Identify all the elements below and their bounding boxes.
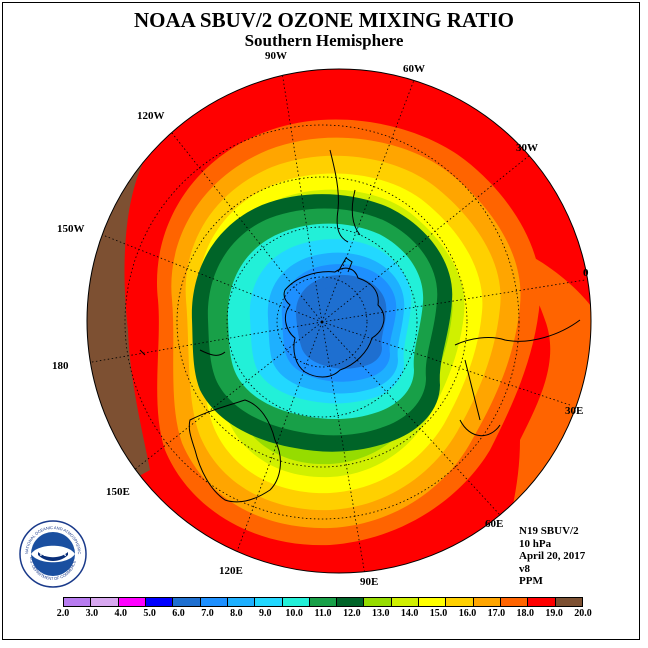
colorbar-tick-label: 14.0 xyxy=(400,608,419,619)
colorbar-swatch xyxy=(337,598,365,606)
lon-label-90e: 90E xyxy=(360,576,379,588)
colorbar-swatch xyxy=(555,598,582,606)
lon-label-30w: 30W xyxy=(516,142,538,154)
colorbar-swatch xyxy=(255,598,283,606)
lon-label-60w: 60W xyxy=(403,63,425,75)
colorbar-tick-label: 17.0 xyxy=(487,608,506,619)
colorbar-tick-label: 2.0 xyxy=(56,608,70,619)
band-19-20-top xyxy=(296,69,345,70)
map-title: NOAA SBUV/2 OZONE MIXING RATIO xyxy=(134,8,514,32)
map-subtitle: Southern Hemisphere xyxy=(244,31,404,50)
noaa-logo: NOAA NATIONAL OCEANIC AND ATMOSPHERIC AD… xyxy=(16,515,88,594)
colorbar-swatch xyxy=(473,598,501,606)
colorbar-tick-label: 4.0 xyxy=(114,608,128,619)
colorbar-tick-label: 7.0 xyxy=(201,608,214,619)
colorbar-swatch xyxy=(200,598,228,606)
colorbar-tick-label: 3.0 xyxy=(85,608,99,619)
units-label: PPM xyxy=(519,575,543,587)
lon-label-90w: 90W xyxy=(265,50,287,62)
colorbar-swatch xyxy=(309,598,338,606)
figure-border xyxy=(2,2,640,640)
lon-label-60e: 60E xyxy=(485,518,504,530)
lon-label-0: 0 xyxy=(583,267,589,279)
colorbar-swatch xyxy=(282,598,310,606)
colorbar-swatch xyxy=(227,598,256,606)
colorbar xyxy=(63,597,583,607)
colorbar-swatch xyxy=(364,598,392,606)
version-label: v8 xyxy=(519,562,530,575)
satellite-label: N19 SBUV/2 xyxy=(519,525,579,537)
coastlines xyxy=(139,149,581,503)
lon-label-30e: 30E xyxy=(565,405,584,417)
colorbar-tick-label: 19.0 xyxy=(545,608,563,619)
info-block: N19 SBUV/2 10 hPa April 20, 2017 v8 PPM xyxy=(519,525,585,588)
lon-label-150w: 150W xyxy=(57,223,85,235)
colorbar-tick-label: 18.0 xyxy=(516,608,534,619)
noaa-logo-text: NOAA xyxy=(40,548,67,558)
map-boundary-circle xyxy=(86,68,592,574)
lon-label-120e: 120E xyxy=(219,565,243,577)
colorbar-tick-label: 15.0 xyxy=(429,608,448,619)
meridian-lines xyxy=(87,69,586,573)
noaa-seal-icon: NOAA NATIONAL OCEANIC AND ATMOSPHERIC AD… xyxy=(16,515,87,588)
colorbar-tick-label: 8.0 xyxy=(230,608,243,619)
colorbar-tick-label: 12.0 xyxy=(343,608,361,619)
colorbar-swatch xyxy=(173,598,201,606)
colorbar-tick-label: 6.0 xyxy=(172,608,185,619)
lon-label-180: 180 xyxy=(52,360,69,372)
colorbar-swatch xyxy=(528,598,556,606)
lon-label-150e: 150E xyxy=(106,486,130,498)
band-core xyxy=(308,286,375,356)
pressure-level: 10 hPa xyxy=(519,537,552,550)
colorbar-swatch xyxy=(145,598,174,606)
colorbar-tick-label: 20.0 xyxy=(574,608,592,619)
colorbar-swatch xyxy=(501,598,529,606)
colorbar-swatch xyxy=(446,598,474,606)
lon-label-120w: 120W xyxy=(137,110,165,122)
ozone-contour-fill xyxy=(87,69,591,573)
colorbar-swatch xyxy=(419,598,447,606)
colorbar-ticks: 2.0 3.0 4.0 5.0 6.0 7.0 8.0 9.0 10.0 11.0 12.0 13.0… xyxy=(0,608,648,622)
latitude-circles xyxy=(124,124,520,520)
colorbar-tick-label: 16.0 xyxy=(458,608,477,619)
colorbar-swatch xyxy=(118,598,146,606)
colorbar-swatch xyxy=(391,598,420,606)
colorbar-tick-label: 13.0 xyxy=(372,608,390,619)
colorbar-tick-label: 5.0 xyxy=(143,608,156,619)
colorbar-swatch xyxy=(91,598,119,606)
date-label: April 20, 2017 xyxy=(519,550,586,562)
colorbar-tick-label: 10.0 xyxy=(285,608,303,619)
colorbar-tick-label: 9.0 xyxy=(258,608,272,619)
colorbar-swatch xyxy=(64,598,92,606)
colorbar-tick-label: 11.0 xyxy=(314,608,332,619)
